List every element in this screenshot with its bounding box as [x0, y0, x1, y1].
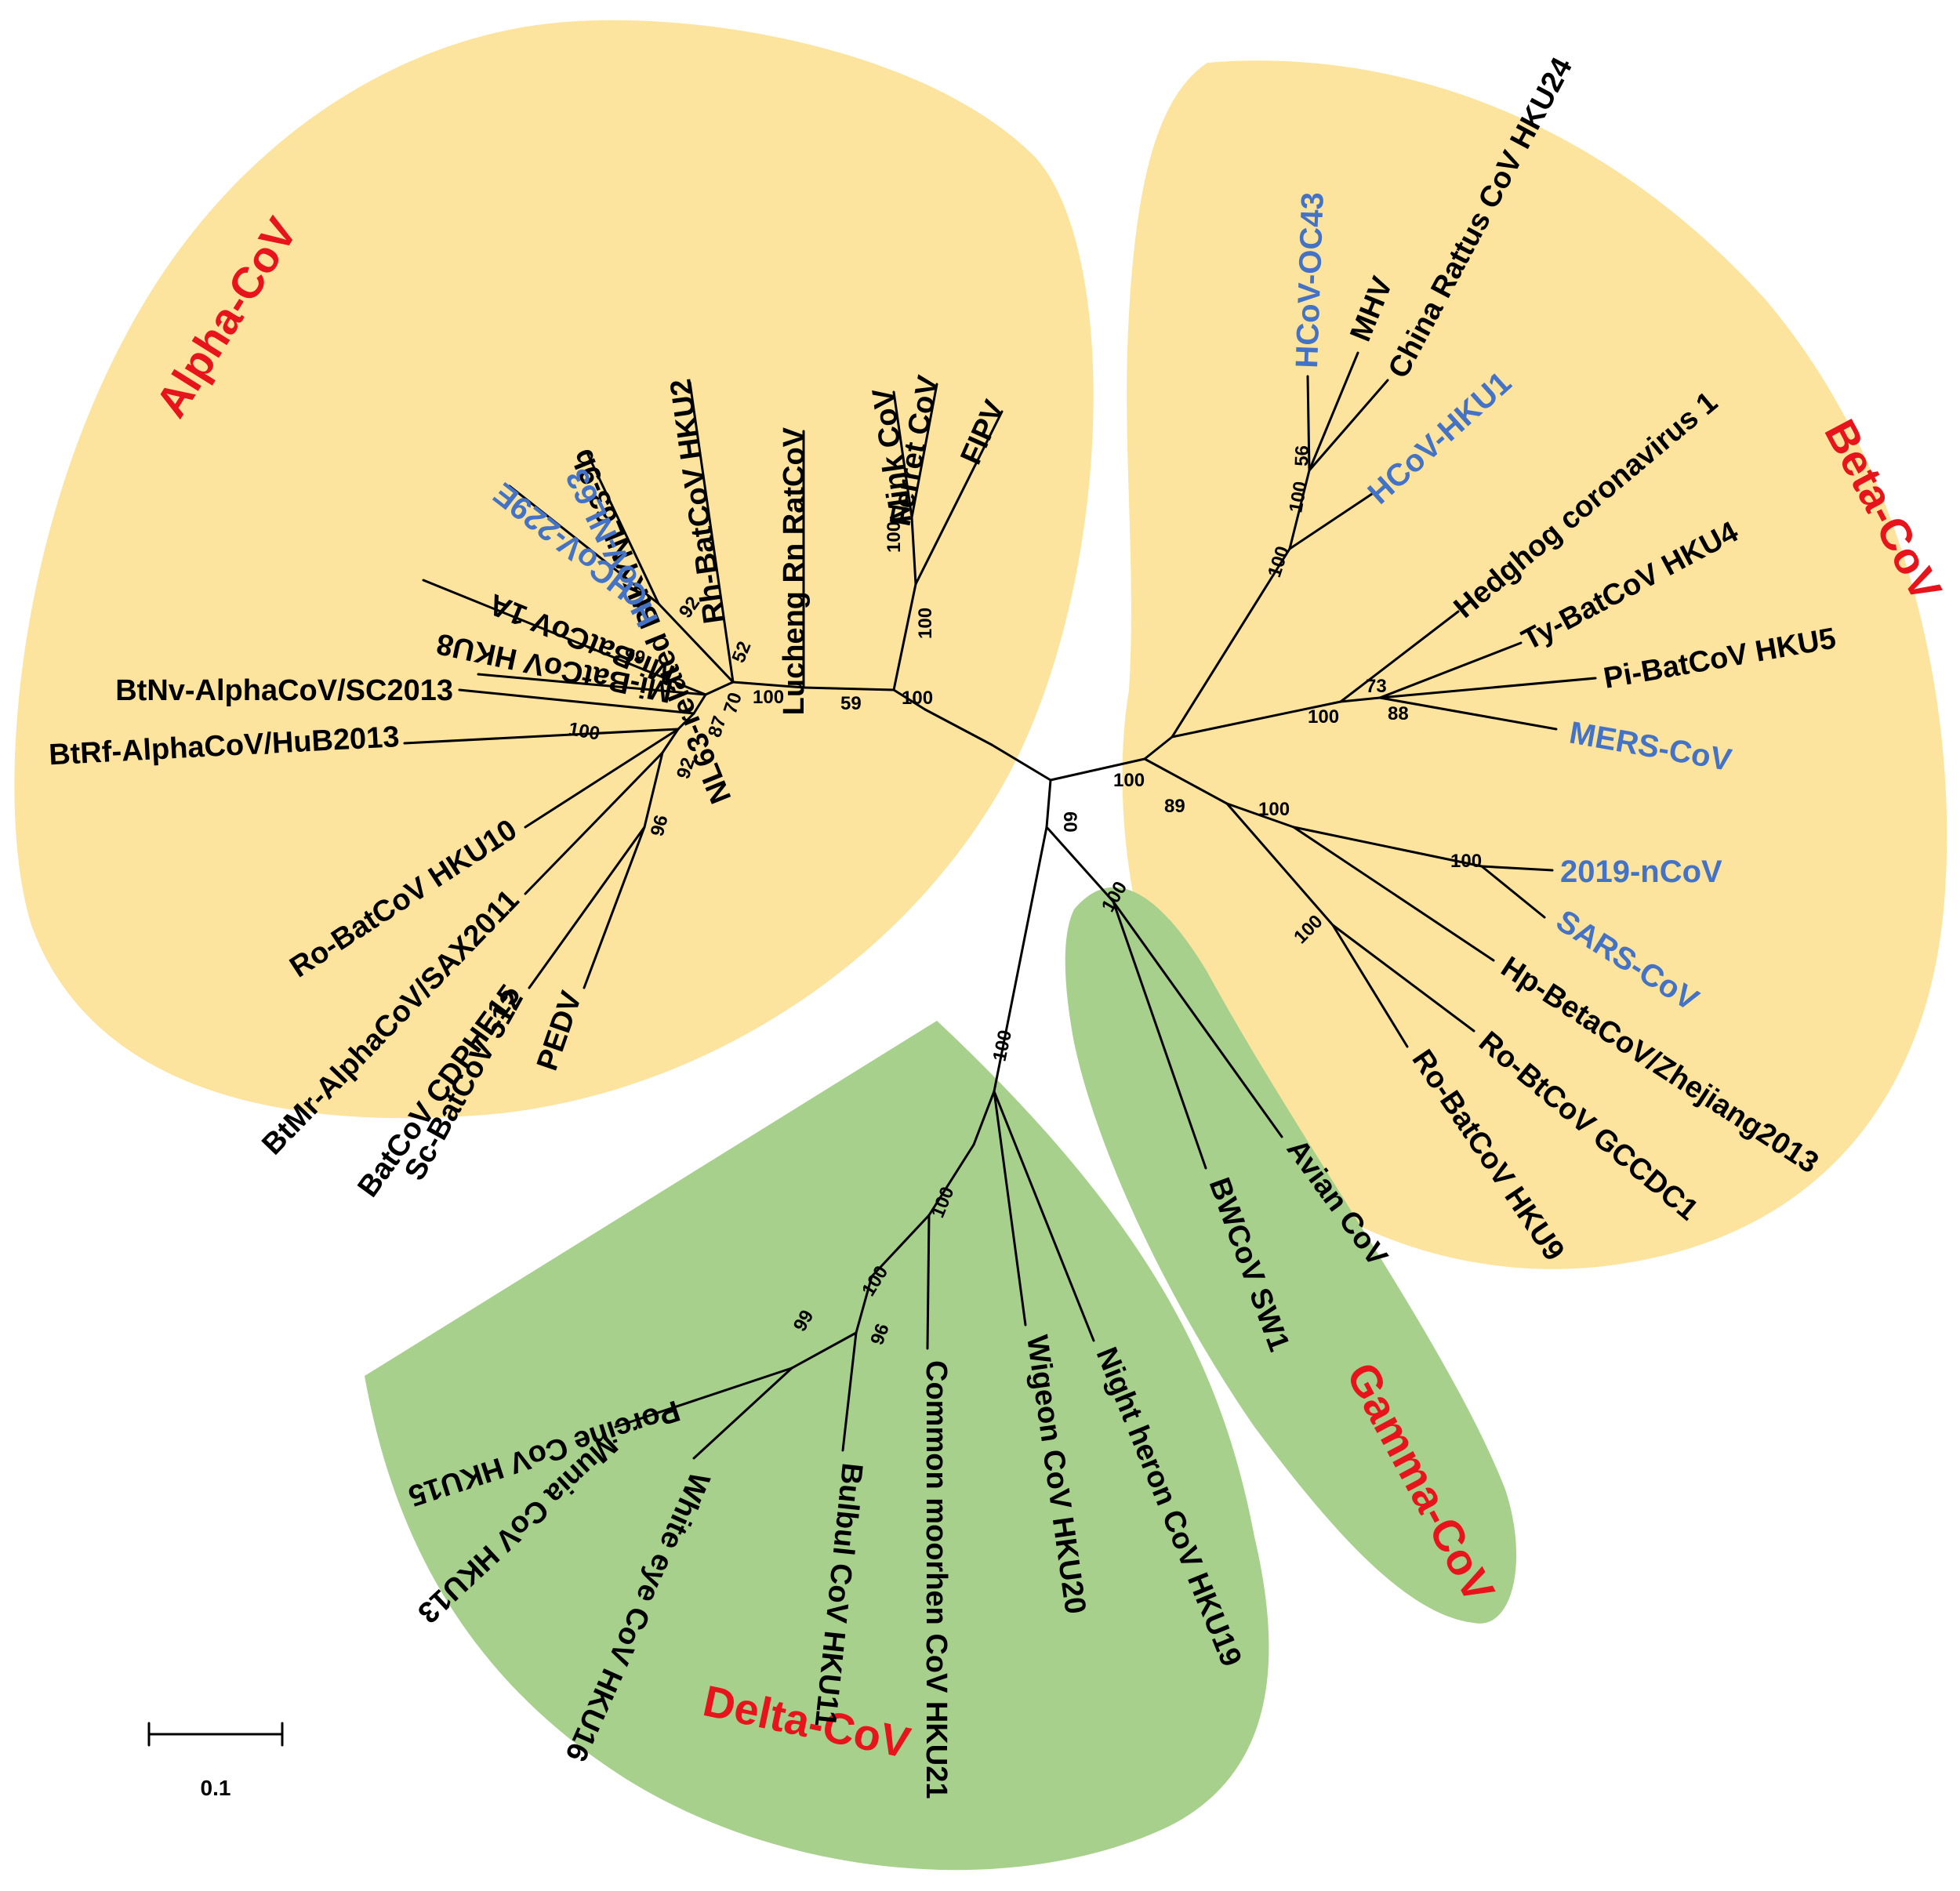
bootstrap-beta-100f: 100	[1450, 851, 1482, 872]
scale-bar: 0.1	[147, 1722, 284, 1800]
taxon-lucheng-rn-ratcov: Lucheng Rn RatCoV	[778, 426, 811, 715]
bootstrap-beta-88: 88	[1388, 703, 1409, 724]
bootstrap-alpha-100b: 100	[753, 687, 784, 708]
bootstrap-beta-89: 89	[1164, 796, 1185, 817]
bootstrap-beta-100d: 100	[1113, 770, 1145, 791]
beta-clade-region	[1122, 60, 1947, 1269]
bootstrap-alpha-99: 99	[622, 644, 648, 669]
taxon-2019-ncov: 2019-nCoV	[1560, 855, 1722, 889]
taxon-hcov-oc43: HCoV-OC43	[1290, 191, 1330, 368]
gamma-clade-region	[1065, 887, 1517, 1624]
bootstrap-alpha-59: 59	[840, 693, 862, 714]
bootstrap-beta-56: 56	[1291, 445, 1313, 467]
bootstrap-delta-100: 100	[989, 1028, 1016, 1063]
bootstrap-beta-100e: 100	[1258, 799, 1290, 820]
tree-branches	[403, 351, 1597, 1460]
bootstrap-alpha-100c: 100	[884, 521, 905, 553]
taxon-btnv-alphacov-sc2013: BtNv-AlphaCoV/SC2013	[115, 674, 453, 707]
alpha-clade-region	[14, 20, 1094, 1119]
bootstrap-beta-73: 73	[1366, 676, 1387, 697]
bootstrap-beta-100c: 100	[1308, 706, 1339, 728]
bootstrap-root-60: 60	[1059, 811, 1080, 833]
delta-clade-region	[365, 1021, 1269, 1871]
scale-bar-label: 0.1	[201, 1776, 231, 1800]
bootstrap-alpha-100-fipv: 100	[915, 608, 936, 639]
bootstrap-alpha-100: 100	[902, 688, 933, 709]
taxon-common-moorhen-cov-hku21: Common moorhen CoV HKU21	[920, 1360, 953, 1798]
